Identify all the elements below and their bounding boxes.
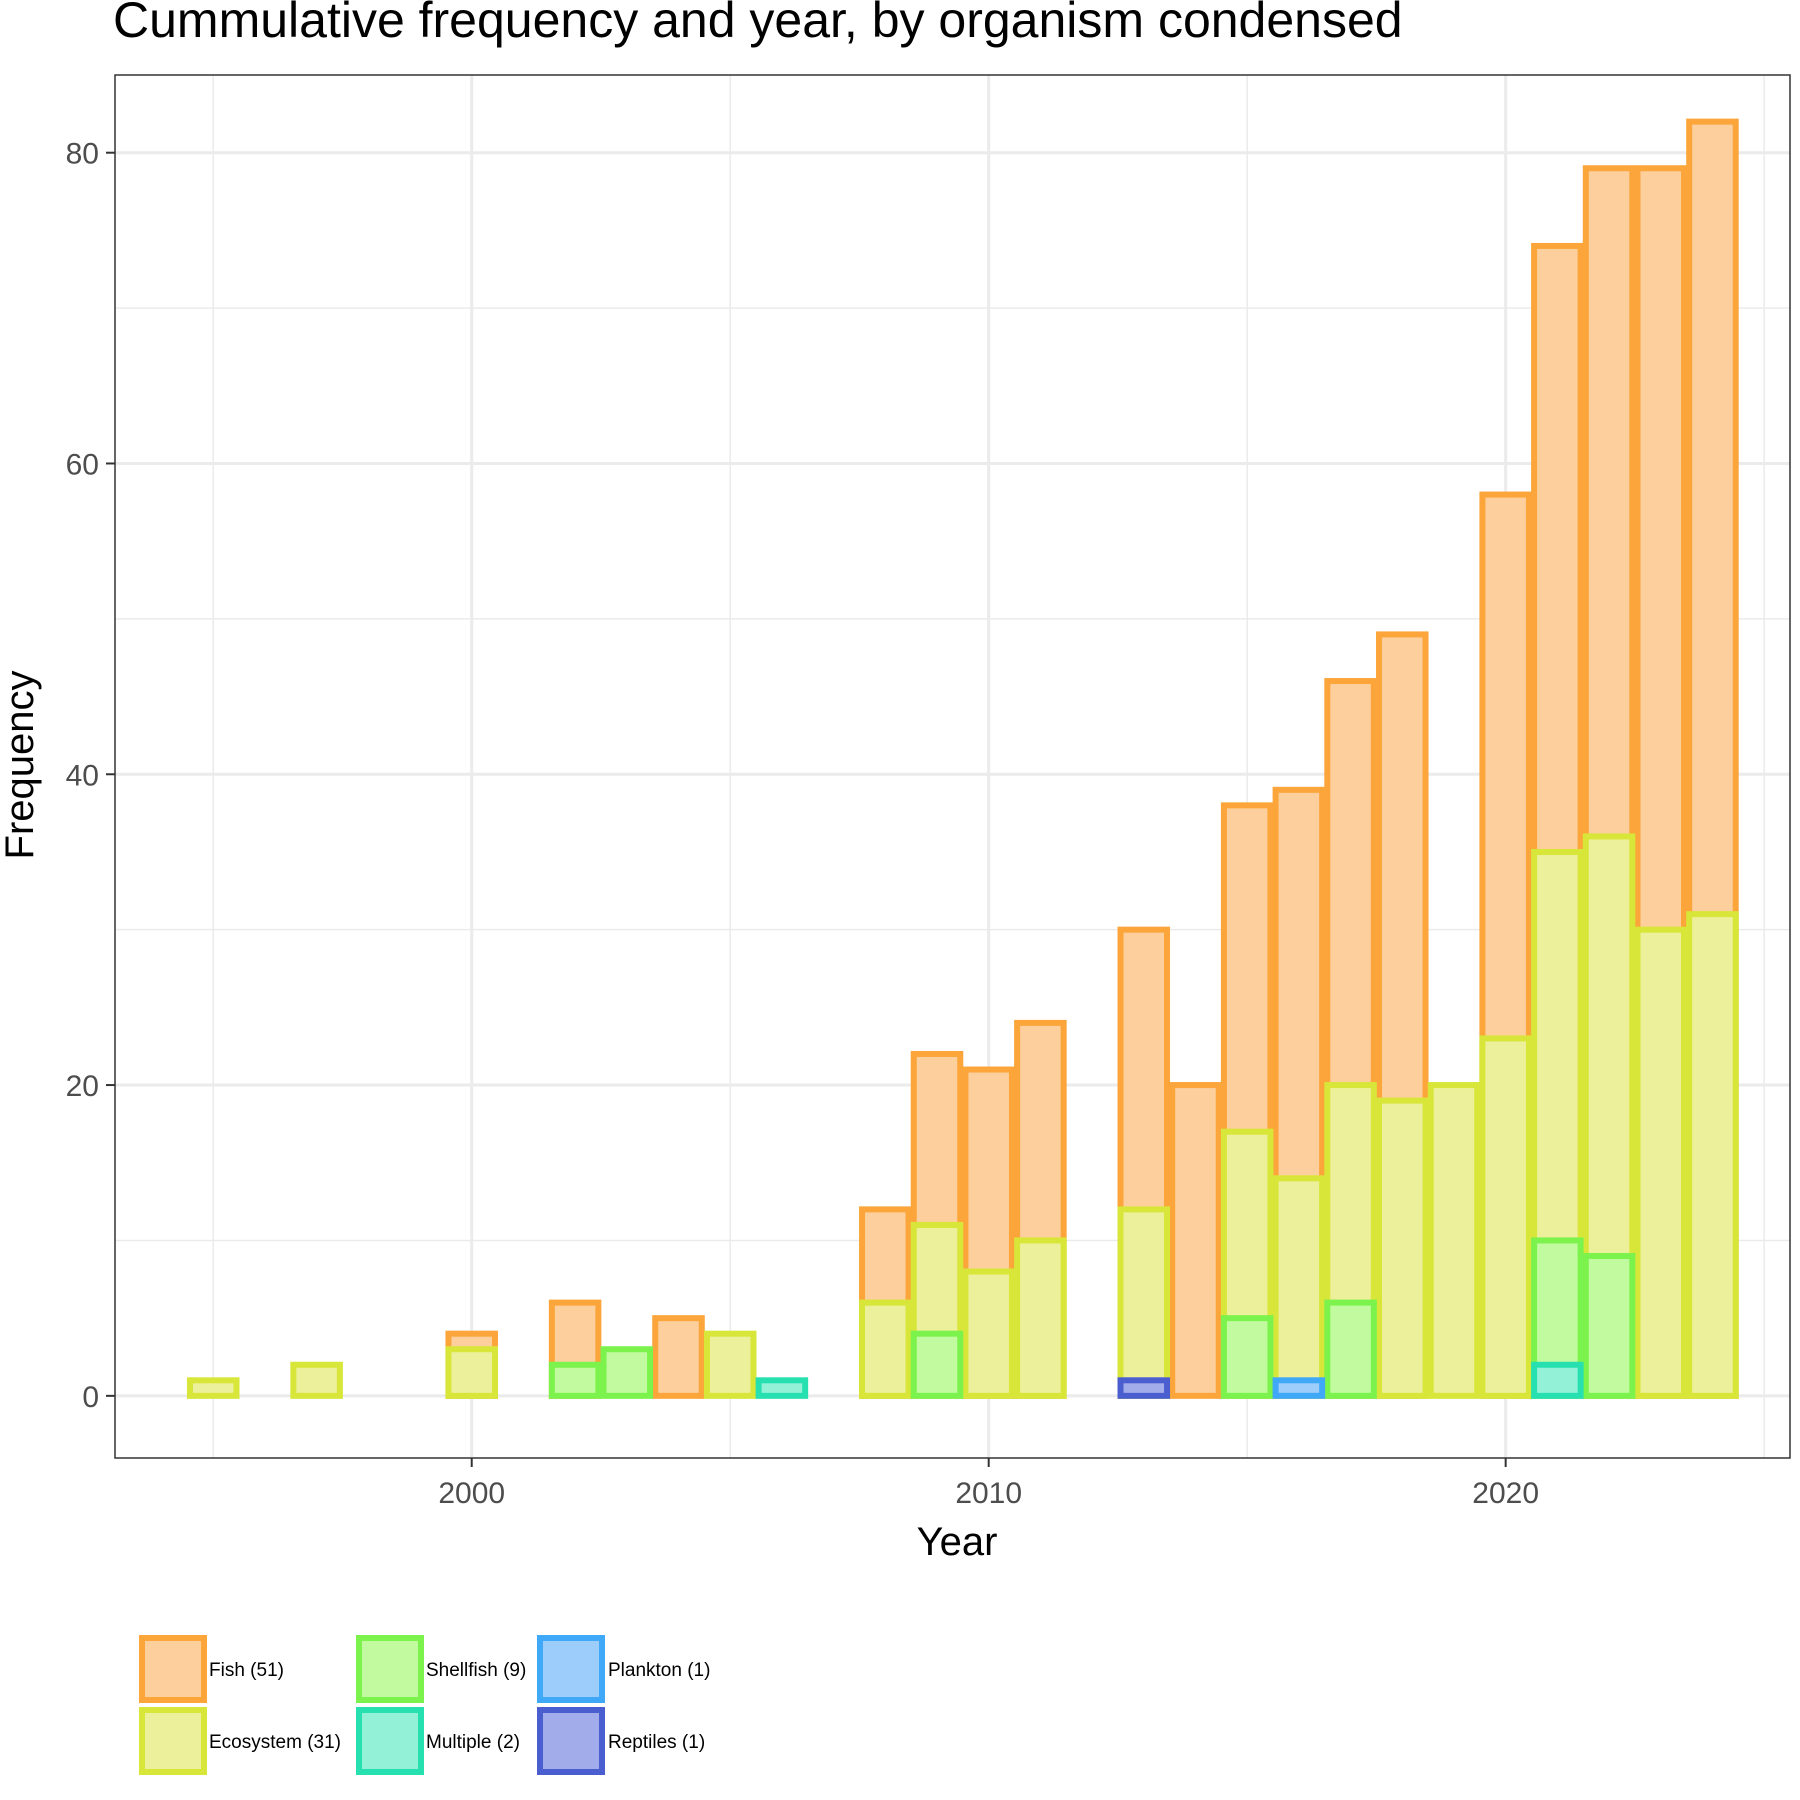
bar — [859, 1299, 912, 1399]
legend-item: Plankton (1) — [537, 1635, 710, 1703]
bar — [445, 1346, 498, 1399]
bar — [1169, 1082, 1222, 1399]
bar — [1220, 1315, 1274, 1399]
y-tick-label: 20 — [66, 1070, 99, 1103]
y-tick-label: 0 — [82, 1381, 99, 1414]
legend-label: Shellfish (9) — [426, 1660, 526, 1681]
bar — [755, 1377, 809, 1399]
chart-title: Cummulative frequency and year, by organ… — [113, 0, 1403, 48]
bar — [1376, 1097, 1429, 1399]
series-multiple — [755, 1361, 1584, 1399]
legend-label: Fish (51) — [209, 1660, 284, 1681]
x-tick-label: 2000 — [438, 1477, 505, 1510]
bar — [1272, 1377, 1326, 1399]
legend: Fish (51) Ecosystem (31) Shellfish (9) Mult… — [139, 1635, 710, 1775]
x-tick-label: 2010 — [955, 1477, 1022, 1510]
bar — [1117, 1377, 1171, 1399]
legend-item: Ecosystem (31) — [139, 1707, 341, 1775]
series-plankton — [1272, 1377, 1326, 1399]
bar — [1117, 1206, 1171, 1399]
legend-swatch — [537, 1635, 605, 1703]
bar — [962, 1268, 1015, 1399]
legend-swatch — [537, 1707, 605, 1775]
legend-swatch — [356, 1707, 424, 1775]
legend-label: Multiple (2) — [426, 1732, 520, 1753]
y-tick-label: 40 — [66, 759, 99, 792]
y-axis-title: Frequency — [0, 671, 42, 860]
bar — [290, 1361, 343, 1399]
bars — [186, 118, 1739, 1399]
panel-border — [114, 74, 1791, 1459]
bar — [186, 1377, 240, 1399]
legend-swatch — [139, 1635, 207, 1703]
legend-swatch — [139, 1707, 207, 1775]
bar — [1686, 911, 1739, 1399]
bar — [1582, 1252, 1636, 1399]
bar — [1014, 1237, 1067, 1399]
legend-swatch — [356, 1635, 424, 1703]
series-reptiles — [1117, 1377, 1171, 1399]
legend-item: Shellfish (9) — [356, 1635, 526, 1703]
bar — [1531, 1361, 1584, 1399]
legend-label: Reptiles (1) — [608, 1732, 705, 1753]
bar — [1324, 1299, 1377, 1399]
bar — [600, 1346, 654, 1399]
legend-item: Multiple (2) — [356, 1707, 520, 1775]
legend-label: Plankton (1) — [608, 1660, 710, 1681]
legend-label: Ecosystem (31) — [209, 1732, 341, 1753]
x-tick-label: 2020 — [1472, 1477, 1539, 1510]
y-tick-label: 60 — [66, 448, 99, 481]
bar — [1479, 1035, 1532, 1399]
bar — [1427, 1082, 1481, 1399]
bar — [1634, 926, 1688, 1399]
legend-item: Fish (51) — [139, 1635, 284, 1703]
x-axis-title: Year — [917, 1520, 998, 1564]
bar — [652, 1315, 705, 1399]
bar — [703, 1330, 757, 1399]
bar — [1272, 1175, 1326, 1399]
legend-item: Reptiles (1) — [537, 1707, 705, 1775]
y-tick-label: 80 — [66, 138, 99, 171]
bar — [910, 1330, 964, 1399]
bar — [548, 1361, 602, 1399]
axis-ticks: 2000 2010 2020 0 20 40 60 80 — [66, 138, 1539, 1510]
